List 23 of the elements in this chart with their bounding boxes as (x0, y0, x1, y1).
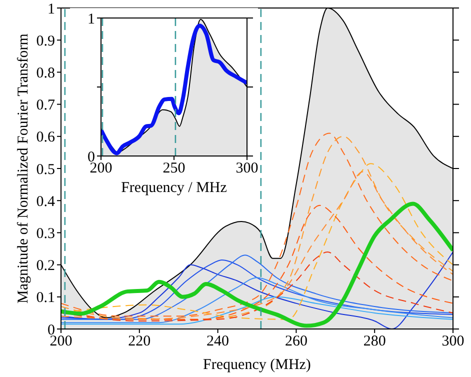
y-tick-label: 0.2 (36, 258, 55, 274)
x-tick-label: 280 (363, 334, 386, 350)
x-tick-label: 220 (128, 334, 151, 350)
y-tick-label: 0.9 (36, 33, 55, 50)
y-tick-label: 0.1 (36, 290, 55, 306)
y-tick-label: 0.3 (36, 226, 55, 242)
x-tick-label: 300 (236, 160, 258, 177)
y-tick-label: 0.6 (36, 130, 56, 146)
y-tick-label: 0.5 (36, 162, 55, 178)
y-tick-label: 1 (88, 11, 95, 28)
y-tick-label: 0.7 (36, 98, 56, 114)
y-tick-label: 0.4 (36, 194, 56, 210)
y-tick-label: 1 (48, 1, 55, 18)
x-axis-title: Frequency / MHz (121, 180, 228, 196)
x-axis-title: Frequency (MHz) (203, 357, 311, 373)
x-tick-label: 260 (284, 334, 308, 350)
x-tick-label: 240 (206, 334, 230, 350)
y-tick-label: 0.8 (36, 66, 55, 82)
x-tick-label: 200 (90, 160, 112, 177)
x-tick-label: 300 (442, 334, 464, 350)
x-tick-label: 250 (162, 160, 186, 177)
y-axis-title: Magnitude of Normalized Fourier Transform (15, 33, 32, 304)
x-tick-label: 200 (50, 334, 72, 350)
